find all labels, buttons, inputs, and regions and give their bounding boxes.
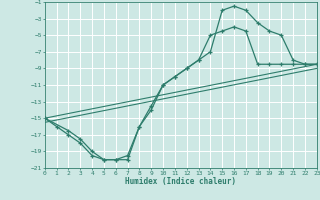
X-axis label: Humidex (Indice chaleur): Humidex (Indice chaleur) bbox=[125, 177, 236, 186]
